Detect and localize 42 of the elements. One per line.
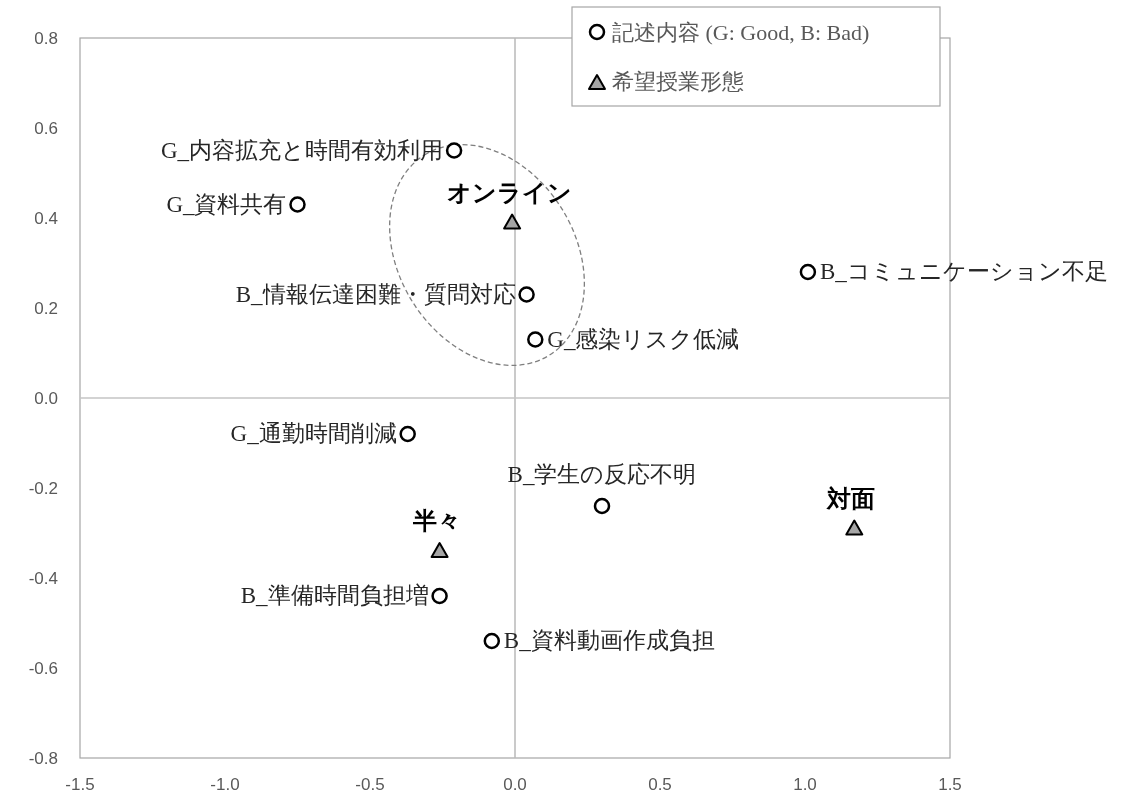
y-tick-label: -0.4 <box>28 569 58 588</box>
x-tick-label: 1.0 <box>793 775 817 794</box>
annotation: G_通勤時間削減 <box>230 421 397 446</box>
point <box>799 263 817 281</box>
annotation: B_学生の反応不明 <box>507 462 697 487</box>
y-tick-label: 0.4 <box>34 209 58 228</box>
point <box>399 425 416 443</box>
annotation: B_情報伝達困難・質問対応 <box>235 281 516 307</box>
x-tick-label: -1.5 <box>65 775 95 794</box>
annotation: 対面 <box>826 484 876 512</box>
x-tick-label: -0.5 <box>355 775 385 794</box>
annotation: 半々 <box>411 507 461 534</box>
annotation: B_コミュニケーション不足 <box>819 259 1108 284</box>
point <box>445 142 463 159</box>
legend-label: 記述内容 (G: Good, B: Bad) <box>612 20 870 45</box>
point <box>518 286 535 303</box>
point <box>289 196 306 213</box>
annotation: G_感染リスク低減 <box>547 326 740 352</box>
point <box>845 519 864 536</box>
y-tick-label: 0.2 <box>34 299 58 318</box>
y-tick-label: 0.8 <box>34 29 58 48</box>
legend-label: 希望授業形態 <box>612 69 744 94</box>
annotation: G_内容拡充と時間有効利用 <box>160 137 444 163</box>
y-tick-label: -0.8 <box>28 749 58 768</box>
point <box>527 331 544 348</box>
y-tick-label: 0.6 <box>34 119 58 138</box>
y-tick-label: -0.2 <box>28 479 58 498</box>
point <box>431 587 448 605</box>
y-tick-label: 0.0 <box>34 389 58 408</box>
annotation: B_資料動画作成負担 <box>503 628 715 653</box>
x-tick-label: -1.0 <box>210 775 240 794</box>
point <box>593 497 611 515</box>
point <box>503 213 522 230</box>
x-tick-label: 0.5 <box>648 775 672 794</box>
x-tick-label: 0.0 <box>503 775 527 794</box>
annotation: B_準備時間負担増 <box>240 583 429 608</box>
y-tick-label: -0.6 <box>28 659 58 678</box>
annotation: G_資料共有 <box>166 191 287 217</box>
annotation: オンライン <box>446 178 572 206</box>
x-tick-label: 1.5 <box>938 775 962 794</box>
point <box>430 542 449 558</box>
point <box>483 632 501 650</box>
